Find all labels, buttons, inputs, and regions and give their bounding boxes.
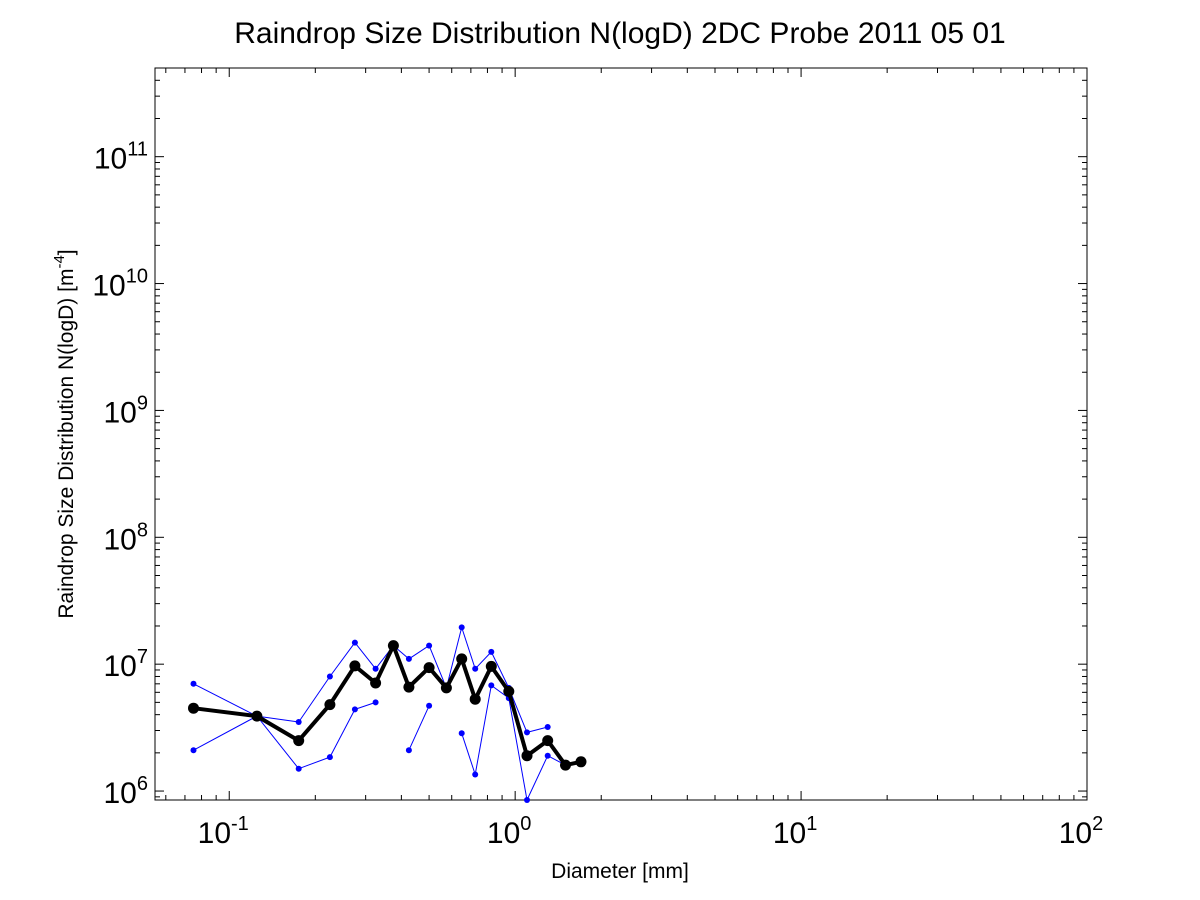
x-tick-label: 101 xyxy=(773,813,818,850)
data-point xyxy=(423,662,435,674)
data-point xyxy=(440,682,452,694)
plot-area xyxy=(154,67,1088,801)
data-point xyxy=(426,642,433,649)
data-point xyxy=(295,719,302,725)
y-tick-label: 106 xyxy=(104,773,149,810)
series-line-lower-b xyxy=(408,705,430,751)
series-lower-b xyxy=(405,702,433,754)
data-point xyxy=(503,685,515,697)
data-point xyxy=(293,735,305,747)
data-point xyxy=(405,747,412,754)
data-point xyxy=(485,660,497,672)
data-point xyxy=(456,653,468,665)
axis-ticks: 10-1 100 101 102 106 107 108 109 1010 1011 xyxy=(92,67,1104,850)
data-point xyxy=(426,702,433,709)
data-point xyxy=(488,682,495,689)
data-point xyxy=(488,648,495,655)
data-point xyxy=(469,693,481,705)
x-tick-label: 102 xyxy=(1059,813,1104,850)
y-tick-label: 109 xyxy=(104,392,149,429)
data-point xyxy=(544,724,551,730)
data-point xyxy=(372,699,379,706)
y-axis-label-exp: -4 xyxy=(51,255,68,268)
y-axis-label: Raindrop Size Distribution N(logD) [m-4] xyxy=(51,249,78,618)
y-tick-label: 1010 xyxy=(92,266,148,303)
data-point xyxy=(544,752,551,759)
data-point xyxy=(458,624,465,631)
data-point xyxy=(351,639,358,646)
series-layer xyxy=(188,624,587,803)
y-axis-label-tail: ] xyxy=(55,249,78,255)
chart-title: Raindrop Size Distribution N(logD) 2DC P… xyxy=(234,17,1006,50)
data-point xyxy=(295,765,302,772)
data-point xyxy=(575,756,587,768)
data-point xyxy=(472,771,479,778)
data-point xyxy=(405,655,412,662)
data-point xyxy=(372,665,379,672)
data-point xyxy=(521,750,533,762)
data-point xyxy=(190,680,197,687)
series-line-lower-a xyxy=(193,701,376,770)
data-point xyxy=(370,677,382,689)
y-tick-label: 107 xyxy=(104,646,149,683)
x-tick-label: 100 xyxy=(487,813,532,850)
data-point xyxy=(251,710,263,722)
data-point xyxy=(349,660,361,672)
data-point xyxy=(524,797,530,803)
data-point xyxy=(326,673,333,680)
x-tick-label: 10-1 xyxy=(198,813,249,850)
y-tick-label: 1011 xyxy=(94,139,148,176)
data-point xyxy=(458,730,465,737)
data-point xyxy=(403,681,415,693)
x-axis-label: Diameter [mm] xyxy=(551,860,689,883)
data-point xyxy=(190,747,197,754)
data-point xyxy=(472,665,479,672)
data-point xyxy=(326,754,333,761)
data-point xyxy=(524,729,530,736)
data-point xyxy=(542,735,554,747)
data-point xyxy=(560,759,571,771)
y-axis-label-main: Raindrop Size Distribution N(logD) [m xyxy=(55,269,78,619)
series-line-upper xyxy=(193,626,548,733)
series-mean xyxy=(188,640,587,771)
data-point xyxy=(351,706,358,713)
y-tick-label: 108 xyxy=(104,519,149,556)
data-point xyxy=(387,640,399,652)
data-point xyxy=(188,702,199,714)
data-point xyxy=(324,699,336,711)
